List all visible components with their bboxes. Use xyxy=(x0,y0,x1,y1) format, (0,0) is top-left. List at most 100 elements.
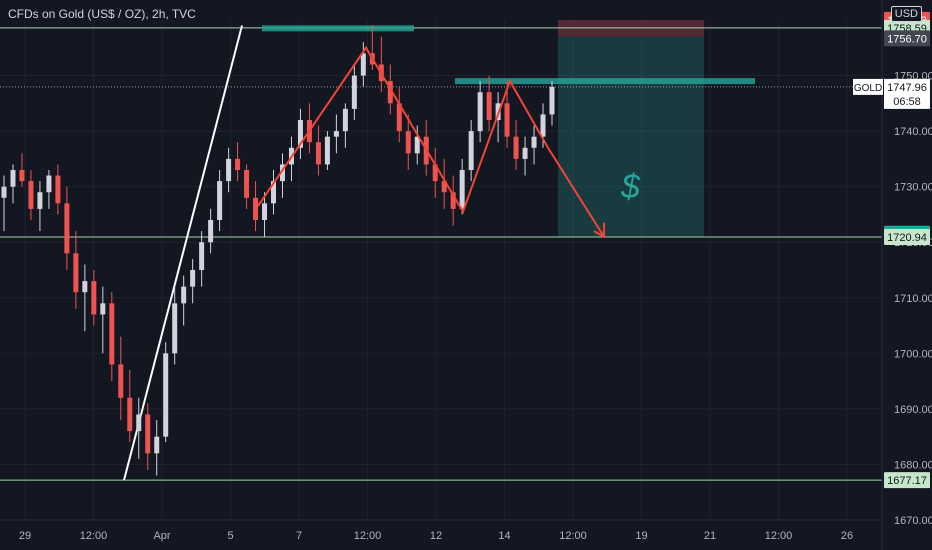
x-tick-label: 12:00 xyxy=(765,530,793,542)
candle-body xyxy=(279,164,285,182)
candle-body xyxy=(208,220,214,243)
candle-body xyxy=(172,303,178,354)
x-tick-label: 7 xyxy=(296,530,302,542)
x-tick-label: 21 xyxy=(704,530,716,542)
candle-body xyxy=(55,175,61,204)
candle-body xyxy=(549,86,555,115)
candle-body xyxy=(531,136,537,148)
candle-body xyxy=(540,114,546,137)
candle-body xyxy=(387,81,393,104)
candle-body xyxy=(262,203,268,220)
symbol-tag: GOLD xyxy=(854,83,882,94)
candle-body xyxy=(1,186,7,198)
x-tick-label: 29 xyxy=(19,530,31,542)
candle-body xyxy=(477,92,483,132)
last-price-label: 1747.96 xyxy=(887,82,927,94)
candle-body xyxy=(324,136,330,165)
projection-arrow[interactable] xyxy=(547,147,605,238)
symbol-tag-box xyxy=(853,78,883,95)
pattern-drawing[interactable] xyxy=(257,45,605,239)
candle-body xyxy=(396,103,402,132)
dollar-annotation: $ xyxy=(620,168,641,206)
candle-body xyxy=(504,103,510,137)
x-tick-label: 14 xyxy=(498,530,510,542)
candles xyxy=(1,25,555,476)
price-label-box xyxy=(884,229,930,245)
candle-body xyxy=(100,303,106,315)
candle-body xyxy=(253,197,259,220)
candle-body xyxy=(91,281,97,315)
candle-body xyxy=(145,414,151,454)
price-label-box xyxy=(884,472,930,489)
candle-body xyxy=(315,142,321,165)
x-tick-label: 12:00 xyxy=(80,530,108,542)
candle-body xyxy=(297,120,303,148)
candle-body xyxy=(405,131,411,154)
x-tick-label: 12:00 xyxy=(354,530,382,542)
x-tick-label: 26 xyxy=(841,530,853,542)
x-tick-label: 12 xyxy=(430,530,442,542)
candle-body xyxy=(118,364,124,398)
price-label-box xyxy=(884,30,930,47)
y-tick-label: 1690.00 xyxy=(894,404,932,416)
candle-body xyxy=(136,414,142,432)
chart-title: CFDs on Gold (US$ / OZ), 2h, TVC xyxy=(8,7,196,21)
candle-body xyxy=(163,353,169,437)
candle-body xyxy=(486,92,492,120)
candle-body xyxy=(19,170,25,182)
candle-body xyxy=(351,75,357,109)
candle-body xyxy=(414,136,420,154)
candle-body xyxy=(190,270,196,287)
take-profit-zone xyxy=(558,36,704,237)
candle-body xyxy=(28,181,34,209)
x-tick-label: 5 xyxy=(227,530,233,542)
horizontal-levels[interactable] xyxy=(0,25,882,481)
currency-button[interactable]: USD xyxy=(890,6,922,22)
arrowhead-icon xyxy=(593,222,605,239)
trade-zones: $ xyxy=(558,20,704,237)
y-tick-label: 1680.00 xyxy=(894,459,932,471)
candle-body xyxy=(226,158,232,182)
x-tick-label: Apr xyxy=(153,530,170,542)
trend-lines[interactable] xyxy=(123,25,243,481)
candle-body xyxy=(217,181,223,220)
price-label: 1677.17 xyxy=(887,475,927,487)
candle-body xyxy=(450,192,456,209)
resistance-bar-neck[interactable] xyxy=(455,78,755,85)
candle-body xyxy=(342,108,348,132)
candle-body xyxy=(459,170,465,209)
x-tick-label: 12:00 xyxy=(559,530,587,542)
uptrend-line[interactable] xyxy=(123,25,243,481)
double-top-pattern[interactable] xyxy=(257,45,549,215)
candle-body xyxy=(10,170,16,187)
candle-body xyxy=(73,253,79,293)
candle-body xyxy=(82,281,88,293)
countdown-label: 06:58 xyxy=(893,96,921,108)
time-axis[interactable]: 29 12:00 Apr 5 7 12:00 12 14 12:00 19 21 12:00 26 xyxy=(0,519,882,542)
y-tick-label: 1700.00 xyxy=(894,348,932,360)
y-tick-label: 1730.00 xyxy=(894,182,932,194)
candle-body xyxy=(127,397,133,432)
candle-body xyxy=(181,286,187,304)
candle-body xyxy=(441,181,447,193)
candle-body xyxy=(154,436,160,454)
resistance-bar-top[interactable] xyxy=(262,25,414,32)
candle-body xyxy=(109,303,115,365)
x-tick-label: 19 xyxy=(635,530,647,542)
y-tick-label: 1670.00 xyxy=(894,515,932,527)
candle-body xyxy=(271,181,277,204)
candle-body xyxy=(360,53,366,76)
candle-body xyxy=(333,131,339,137)
candle-body xyxy=(46,175,52,193)
candle-body xyxy=(244,170,250,198)
price-label: 1720.94 xyxy=(887,232,927,244)
price-label: 1756.70 xyxy=(887,33,927,45)
candle-body xyxy=(199,242,205,270)
candle-body xyxy=(513,136,519,159)
candle-body xyxy=(64,203,70,254)
candle-body xyxy=(432,164,438,182)
candle-body xyxy=(37,192,43,209)
y-tick-label: 1710.00 xyxy=(894,293,932,305)
